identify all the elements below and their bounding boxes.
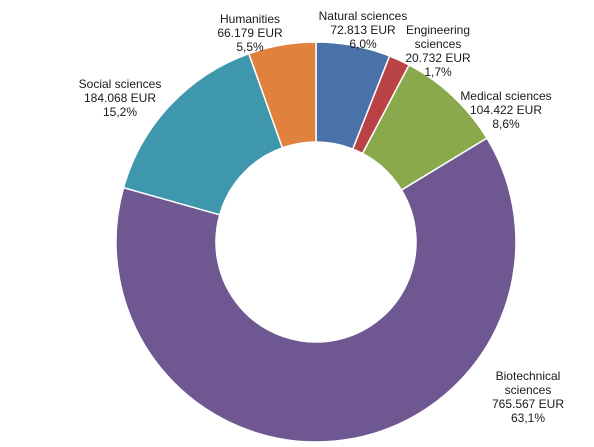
label-medical-sciences: Medical sciences 104.422 EUR 8,6% (460, 89, 551, 131)
slice-social-sciences (122, 52, 284, 216)
label-biotechnical-sciences: Biotechnical sciences 765.567 EUR 63,1% (492, 369, 564, 425)
labels-group: Natural sciences 72.813 EUR 6,0%Engineerin… (79, 9, 565, 425)
label-social-sciences: Social sciences 184.068 EUR 15,2% (79, 77, 162, 119)
label-humanities: Humanities 66.179 EUR 5,5% (217, 12, 283, 54)
slices-group (115, 41, 517, 443)
label-natural-sciences: Natural sciences 72.813 EUR 6,0% (319, 9, 408, 51)
slice-humanities (247, 41, 317, 149)
label-engineering-sciences: Engineering sciences 20.732 EUR 1,7% (405, 23, 471, 79)
